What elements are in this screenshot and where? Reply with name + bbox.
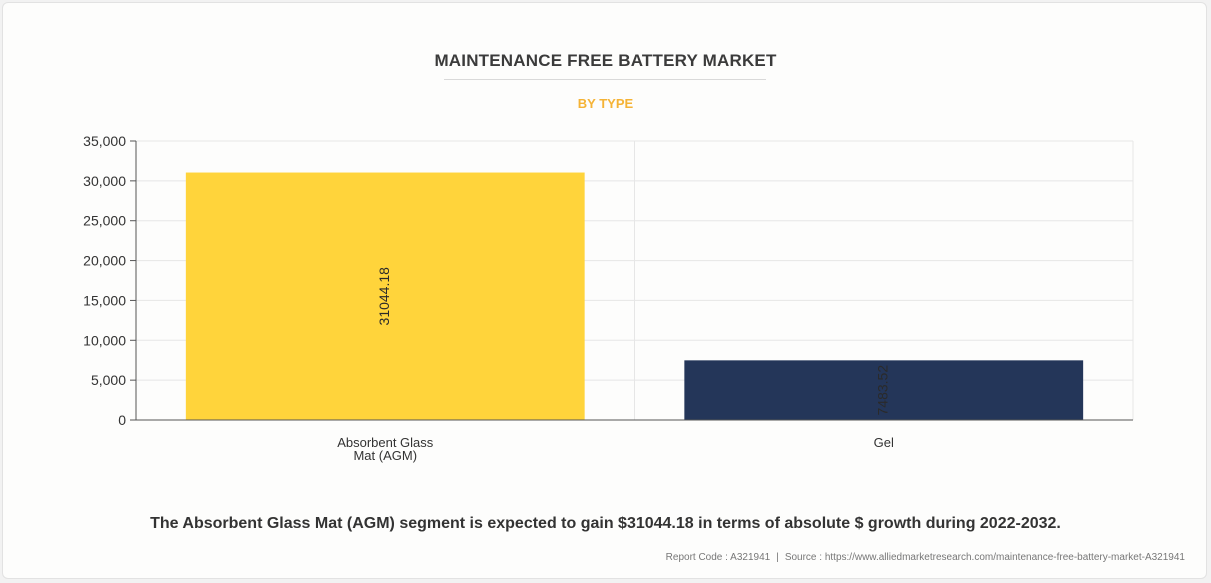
y-tick-label: 0 [118, 412, 126, 428]
y-tick-label: 10,000 [83, 332, 126, 348]
chart-subtitle: BY TYPE [577, 96, 634, 111]
chart-title: MAINTENANCE FREE BATTERY MARKET [434, 51, 777, 70]
bar [684, 360, 1084, 420]
y-tick-label: 15,000 [83, 292, 126, 308]
source-link[interactable]: Source : https://www.alliedmarketresearc… [784, 552, 1185, 563]
x-category-label: Gel [874, 435, 894, 450]
x-category-label: Absorbent Glass Mat (AGM) [337, 435, 434, 463]
axes [130, 140, 1133, 421]
x-category-label-line: Absorbent Glass [337, 435, 434, 450]
labels: 0 5,000 10,000 15,000 20,000 25,000 30,000 35,0… [83, 133, 894, 463]
x-category-label-line: Mat (AGM) [353, 448, 417, 463]
report-code: Report Code : A321941 [665, 552, 771, 563]
bar [185, 172, 585, 420]
y-tick-label: 25,000 [83, 213, 126, 229]
y-tick-label: 5,000 [91, 372, 126, 388]
bar-value-label: 31044.18 [376, 267, 392, 326]
bars [185, 172, 1084, 420]
footer: Report Code : A321941 | Source : https://w… [666, 552, 1185, 563]
footer-separator: | [776, 552, 779, 563]
y-tick-label: 20,000 [83, 253, 126, 269]
bar-value-label: 7483.52 [874, 365, 890, 416]
title-divider [444, 79, 766, 80]
y-tick-label: 35,000 [83, 133, 126, 149]
summary-text: The Absorbent Glass Mat (AGM) segment is… [150, 515, 1061, 532]
y-tick-label: 30,000 [83, 173, 126, 189]
x-category-label-line: Gel [874, 435, 894, 450]
